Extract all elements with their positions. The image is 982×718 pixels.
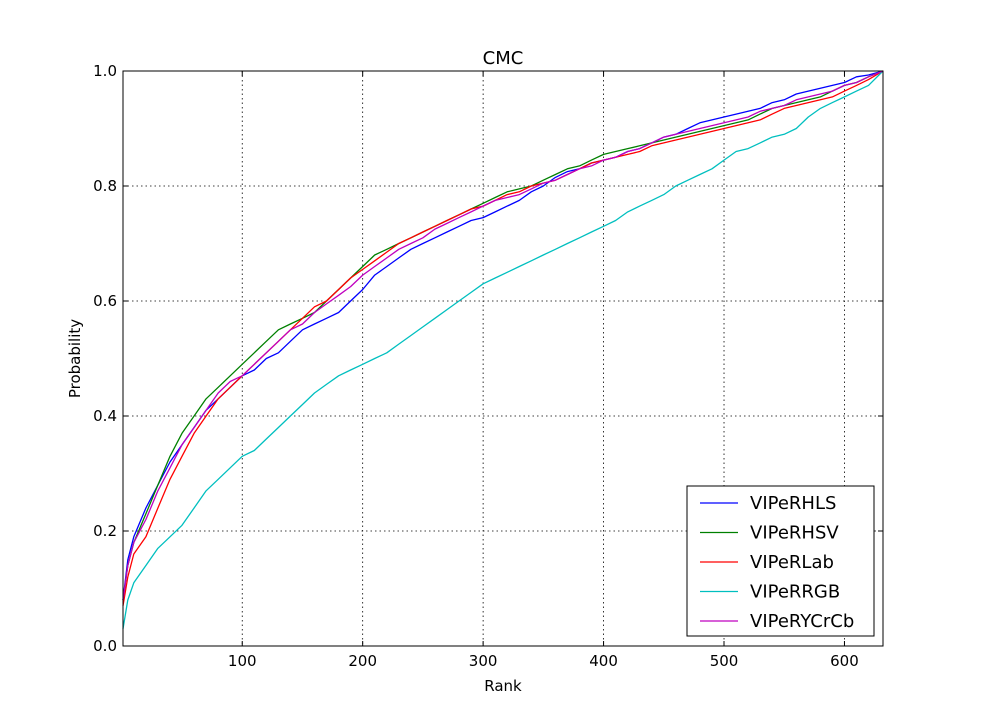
grid-lines [123, 71, 883, 646]
legend: VIPeRHLS VIPeRHSV VIPeRLab VIPeRRGB VIPeRYCr… [686, 485, 875, 637]
legend-label: VIPeRHSV [750, 523, 839, 544]
legend-label: VIPeRYCrCb [750, 611, 854, 632]
y-tick-label: 0.8 [93, 177, 117, 195]
axis-ticks: 100 200 300 400 500 600 0.0 0.2 0.4 0.6 0.8 1.0 [93, 62, 883, 670]
y-axis-title: Probability [66, 319, 84, 398]
legend-label: VIPeRLab [750, 552, 834, 573]
legend-box [686, 485, 875, 637]
x-axis-title: Rank [484, 677, 522, 695]
x-tick-label: 600 [830, 652, 859, 670]
y-tick-label: 0.0 [93, 637, 117, 655]
x-tick-label: 200 [348, 652, 377, 670]
x-tick-label: 300 [469, 652, 498, 670]
series-lines [122, 70, 884, 629]
series-line-viperhsv [122, 70, 884, 601]
y-tick-label: 0.6 [93, 292, 117, 310]
y-tick-label: 1.0 [93, 62, 117, 80]
chart-title: CMC [483, 48, 524, 69]
y-tick-label: 0.2 [93, 522, 117, 540]
y-tick-label: 0.4 [93, 407, 117, 425]
x-tick-label: 500 [710, 652, 739, 670]
series-line-viperycrcb [122, 70, 884, 601]
plot-frame [122, 70, 884, 647]
x-tick-label: 400 [589, 652, 618, 670]
legend-label: VIPeRRGB [750, 582, 840, 603]
series-line-viperrgb [122, 70, 884, 629]
x-tick-label: 100 [228, 652, 257, 670]
legend-label: VIPeRHLS [750, 493, 836, 514]
